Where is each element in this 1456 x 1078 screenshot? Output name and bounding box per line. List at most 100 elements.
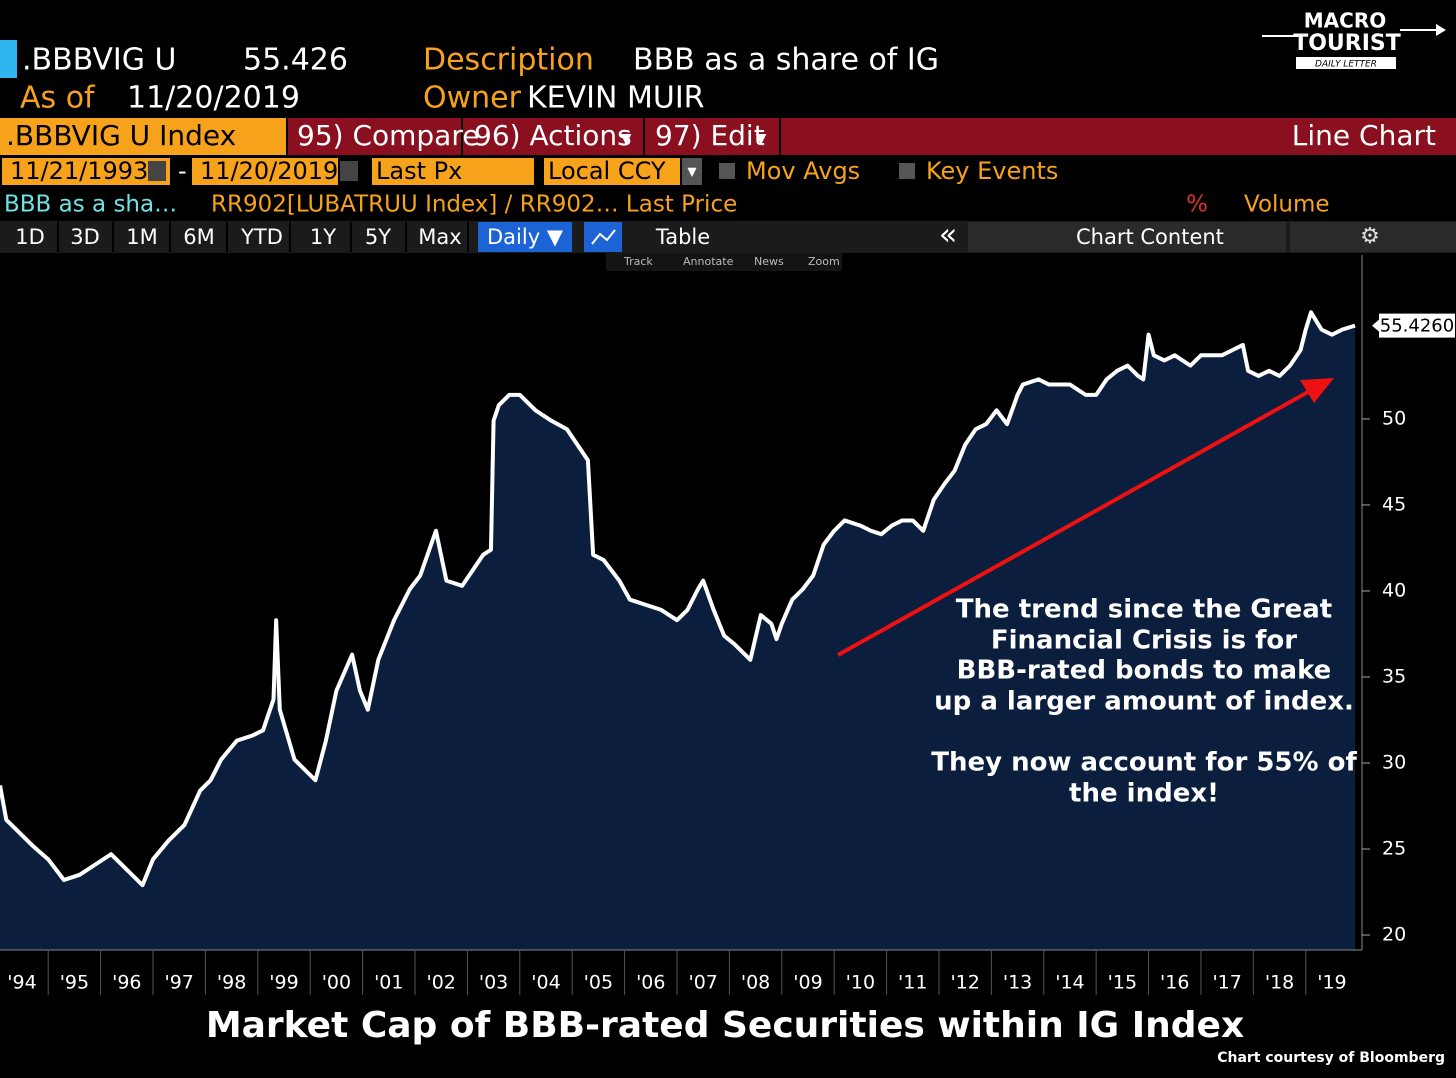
x-tick-label: '08 (741, 972, 770, 994)
y-tick-label: 30 (1382, 752, 1406, 774)
chart-content: Chart Content (1076, 225, 1224, 249)
period-button[interactable]: 1D (15, 225, 45, 249)
chart-tool[interactable]: Annotate (683, 255, 734, 268)
end-date-field[interactable] (192, 158, 338, 185)
frequency[interactable]: Daily ▼ (487, 225, 564, 249)
logo-arrow-tip (1436, 24, 1446, 36)
x-tick-label: '03 (479, 972, 508, 994)
x-tick-label: '95 (60, 972, 89, 994)
last-value-pointer (1372, 319, 1379, 332)
frequency-button[interactable] (478, 222, 572, 252)
x-tick-label: '96 (112, 972, 141, 994)
currency-select[interactable] (544, 158, 680, 185)
x-tick-label: '06 (636, 972, 665, 994)
trend-arrow (837, 390, 1309, 657)
trend-arrow-head (1300, 378, 1334, 403)
cursor-bar (0, 40, 17, 78)
annotation: They now account for 55% of (931, 748, 1357, 778)
menu-caret: ▼ (756, 131, 767, 147)
y-tick-label: 35 (1382, 665, 1406, 687)
ticker: .BBBVIG U (22, 43, 176, 78)
logo-banner (1296, 57, 1396, 69)
end-date: 11/20/2019 (200, 157, 338, 185)
chart-content-button[interactable] (968, 222, 1286, 252)
x-tick-label: '15 (1108, 972, 1137, 994)
x-tick-label: '07 (688, 972, 717, 994)
credit: Chart courtesy of Bloomberg (1217, 1050, 1445, 1066)
x-tick-label: '13 (1003, 972, 1032, 994)
legend-volume: Volume (1244, 192, 1330, 218)
settings-button[interactable] (1290, 222, 1456, 252)
chart-tool[interactable]: Track (623, 255, 653, 268)
owner: KEVIN MUIR (527, 81, 705, 116)
collapse-button[interactable]: « (939, 218, 957, 253)
last-value-box (1379, 313, 1455, 338)
as-of-label: As of (20, 81, 96, 116)
mov-avgs[interactable]: Mov Avgs (746, 157, 860, 185)
y-tick-label: 40 (1382, 579, 1406, 601)
y-tick-label: 50 (1382, 407, 1406, 429)
x-tick-label: '19 (1317, 972, 1346, 994)
annotation: Financial Crisis is for (991, 626, 1297, 656)
currency: Local CCY (548, 157, 666, 185)
calendar-icon[interactable] (340, 161, 358, 181)
x-tick-label: '12 (950, 972, 979, 994)
series-line (0, 310, 1356, 888)
last-value-label: 55.4260 (1380, 316, 1454, 337)
dropdown-button[interactable] (682, 158, 702, 185)
y-tick-label: 20 (1382, 924, 1406, 946)
table-button[interactable]: Table (655, 225, 710, 249)
annotation: up a larger amount of index. (934, 687, 1354, 717)
security-box[interactable] (0, 118, 286, 155)
area-fill (0, 312, 1355, 950)
start-date: 11/21/1993 (10, 157, 148, 185)
x-tick-label: '00 (322, 972, 351, 994)
price: 55.426 (243, 43, 348, 78)
menu-edit[interactable]: 97) Edit (655, 119, 765, 152)
checkbox[interactable] (719, 163, 735, 179)
x-tick-label: '10 (846, 972, 875, 994)
legend-formula: RR902[LUBATRUU Index] / RR902… Last Pric… (211, 192, 737, 218)
field-select[interactable] (372, 158, 534, 185)
chart-kind: Line Chart (1292, 119, 1436, 152)
annotation: The trend since the Great (956, 595, 1332, 625)
period-button[interactable]: 6M (183, 225, 214, 249)
x-tick-label: '98 (217, 972, 246, 994)
x-tick-label: '14 (1055, 972, 1084, 994)
legend-series: BBB as a sha… (4, 192, 177, 218)
start-date-field[interactable] (2, 158, 170, 185)
period-button[interactable]: 5Y (365, 225, 391, 249)
chart-icon (591, 229, 616, 245)
description: BBB as a share of IG (633, 43, 939, 78)
period-button[interactable]: 1M (126, 225, 157, 249)
dropdown-arrow: ▼ (687, 165, 697, 179)
chart-title: Market Cap of BBB-rated Securities withi… (206, 1005, 1244, 1046)
logo-text: DAILY LETTER (1315, 60, 1377, 70)
chart-tool[interactable]: News (754, 255, 784, 268)
period-button[interactable]: 1Y (310, 225, 336, 249)
key-events[interactable]: Key Events (926, 157, 1058, 185)
x-tick-label: '09 (793, 972, 822, 994)
x-tick-label: '17 (1212, 972, 1241, 994)
annotation: BBB-rated bonds to make (957, 656, 1332, 686)
owner-label: Owner (423, 81, 522, 116)
date-dash: - (178, 157, 187, 185)
checkbox[interactable] (899, 163, 915, 179)
logo-text: MACRO (1304, 9, 1386, 33)
as-of-date: 11/20/2019 (127, 81, 300, 116)
calendar-icon[interactable] (148, 161, 166, 181)
x-tick-label: '11 (898, 972, 927, 994)
chart-tool[interactable]: Zoom (808, 255, 840, 268)
x-tick-label: '97 (164, 972, 193, 994)
period-button[interactable]: YTD (240, 225, 283, 249)
legend-percent: % (1186, 192, 1208, 218)
menu-compare[interactable]: 95) Compare (297, 119, 479, 152)
y-tick-label: 25 (1382, 838, 1406, 860)
period-button[interactable]: Max (418, 225, 461, 249)
menu-actions[interactable]: 96) Actions (474, 119, 632, 152)
y-tick-label: 45 (1382, 493, 1406, 515)
security[interactable]: .BBBVIG U Index (6, 119, 236, 152)
period-button[interactable]: 3D (70, 225, 100, 249)
